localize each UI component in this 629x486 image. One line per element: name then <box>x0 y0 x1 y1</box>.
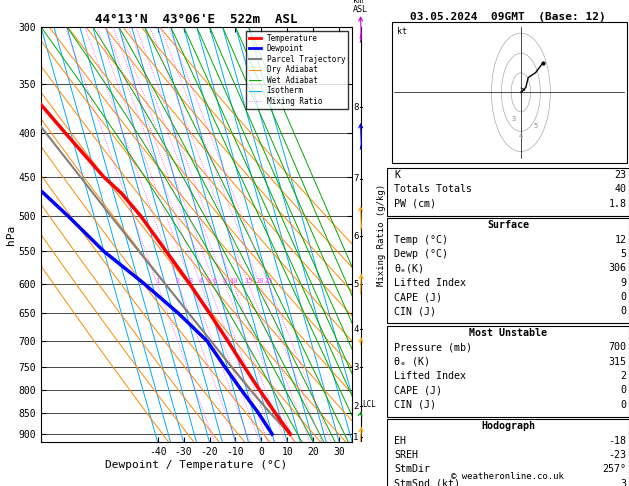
Text: StmSpd (kt): StmSpd (kt) <box>394 479 460 486</box>
Text: 5: 5 <box>206 278 210 284</box>
Text: -18: -18 <box>609 436 626 446</box>
Text: 0: 0 <box>621 292 626 302</box>
Text: 1: 1 <box>155 278 159 284</box>
Text: 5: 5 <box>353 280 359 289</box>
Text: θₑ(K): θₑ(K) <box>394 263 424 274</box>
Text: Lifted Index: Lifted Index <box>394 278 466 288</box>
Text: PW (cm): PW (cm) <box>394 199 436 209</box>
Text: CAPE (J): CAPE (J) <box>394 385 442 396</box>
Text: 2: 2 <box>176 278 181 284</box>
Text: 15: 15 <box>244 278 253 284</box>
Text: 12: 12 <box>615 235 626 245</box>
Text: 6: 6 <box>213 278 217 284</box>
Text: 4: 4 <box>519 133 523 139</box>
Text: CAPE (J): CAPE (J) <box>394 292 442 302</box>
Text: 23: 23 <box>615 170 626 180</box>
Text: 3: 3 <box>189 278 193 284</box>
Text: 6: 6 <box>353 232 359 241</box>
Text: EH: EH <box>394 436 406 446</box>
Text: -23: -23 <box>609 450 626 460</box>
Text: 3: 3 <box>511 116 516 122</box>
Text: LCL: LCL <box>363 399 377 409</box>
Text: 306: 306 <box>609 263 626 274</box>
Text: km
ASL: km ASL <box>353 0 368 14</box>
Text: 3: 3 <box>353 363 359 372</box>
Text: 8: 8 <box>353 103 359 112</box>
Text: 0: 0 <box>621 399 626 410</box>
Legend: Temperature, Dewpoint, Parcel Trajectory, Dry Adiabat, Wet Adiabat, Isotherm, Mi: Temperature, Dewpoint, Parcel Trajectory… <box>246 31 348 109</box>
Text: 1.8: 1.8 <box>609 199 626 209</box>
Text: 25: 25 <box>264 278 273 284</box>
Bar <box>387 218 629 323</box>
Text: © weatheronline.co.uk: © weatheronline.co.uk <box>452 472 564 481</box>
Text: kt: kt <box>396 27 406 36</box>
Bar <box>387 326 629 417</box>
Text: Lifted Index: Lifted Index <box>394 371 466 381</box>
X-axis label: Dewpoint / Temperature (°C): Dewpoint / Temperature (°C) <box>106 460 287 470</box>
Text: Totals Totals: Totals Totals <box>394 184 472 194</box>
Text: 5: 5 <box>533 123 538 129</box>
Text: θₑ (K): θₑ (K) <box>394 357 430 367</box>
Text: Dewp (°C): Dewp (°C) <box>394 249 448 259</box>
Text: 4: 4 <box>353 325 359 333</box>
Text: 5: 5 <box>621 249 626 259</box>
Text: 257°: 257° <box>603 465 626 474</box>
Text: CIN (J): CIN (J) <box>394 306 436 316</box>
Text: CIN (J): CIN (J) <box>394 399 436 410</box>
Text: Most Unstable: Most Unstable <box>469 328 547 338</box>
Text: Hodograph: Hodograph <box>481 421 535 432</box>
Bar <box>392 22 626 163</box>
Text: 2: 2 <box>353 402 359 411</box>
Text: 4: 4 <box>199 278 203 284</box>
Text: Surface: Surface <box>487 221 529 230</box>
Text: StmDir: StmDir <box>394 465 430 474</box>
Text: 20: 20 <box>255 278 264 284</box>
Text: 10: 10 <box>229 278 237 284</box>
Text: 315: 315 <box>609 357 626 367</box>
Text: 0: 0 <box>621 306 626 316</box>
Bar <box>387 419 629 486</box>
Text: 40: 40 <box>615 184 626 194</box>
Text: Temp (°C): Temp (°C) <box>394 235 448 245</box>
Text: 03.05.2024  09GMT  (Base: 12): 03.05.2024 09GMT (Base: 12) <box>410 12 606 22</box>
Text: K: K <box>394 170 400 180</box>
Y-axis label: hPa: hPa <box>6 225 16 244</box>
Text: Pressure (mb): Pressure (mb) <box>394 342 472 352</box>
Text: 9: 9 <box>621 278 626 288</box>
Text: 0: 0 <box>621 385 626 396</box>
Text: 2: 2 <box>621 371 626 381</box>
Text: Mixing Ratio (g/kg): Mixing Ratio (g/kg) <box>377 183 386 286</box>
Text: 700: 700 <box>609 342 626 352</box>
Text: 8: 8 <box>223 278 227 284</box>
Bar <box>387 168 629 216</box>
Text: SREH: SREH <box>394 450 418 460</box>
Title: 44°13'N  43°06'E  522m  ASL: 44°13'N 43°06'E 522m ASL <box>96 13 298 26</box>
Text: 7: 7 <box>353 174 359 183</box>
Text: 3: 3 <box>621 479 626 486</box>
Text: 1: 1 <box>353 433 359 442</box>
